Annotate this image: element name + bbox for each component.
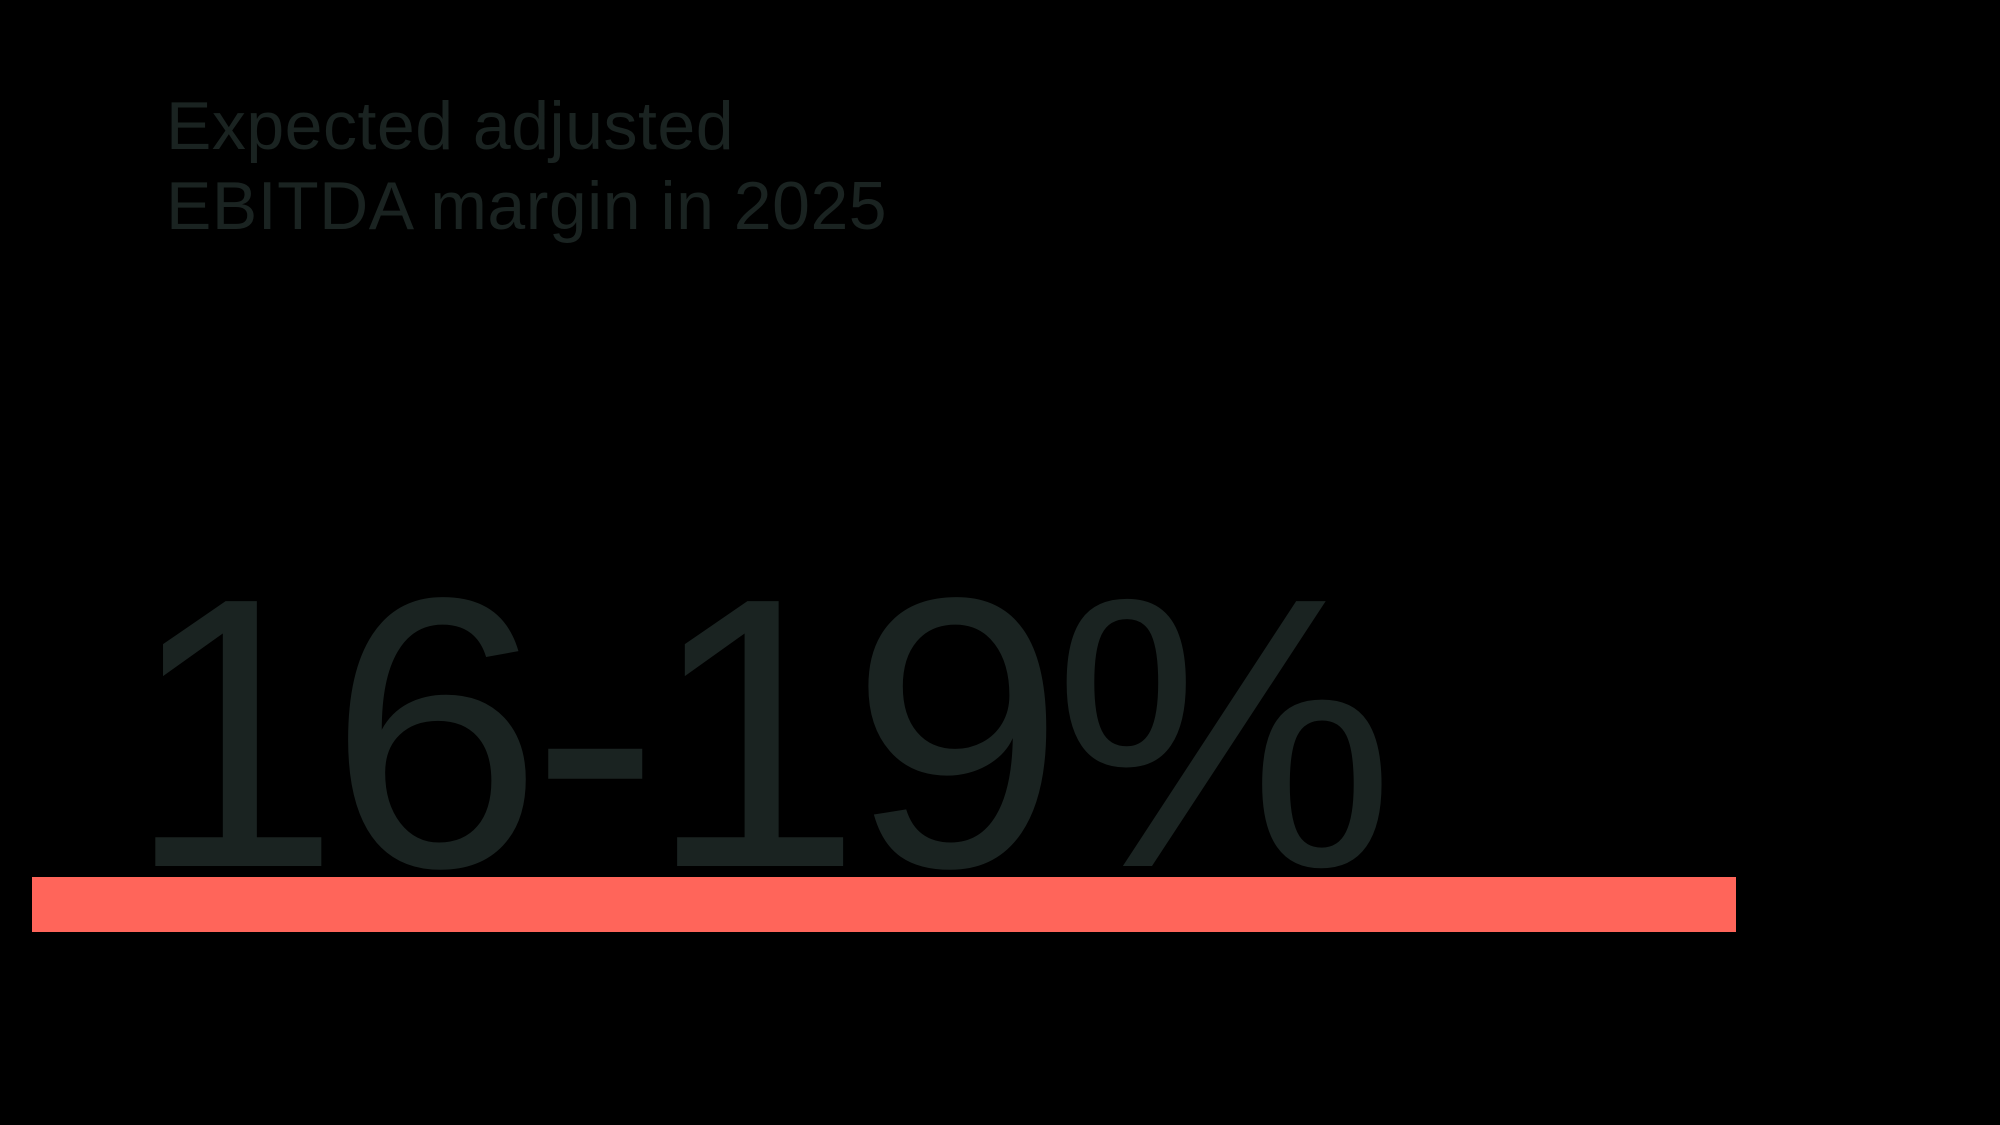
stat-value: 16-19% [126,517,1395,948]
accent-underline-bar [32,877,1736,932]
stat-label-line-1: Expected adjusted [166,88,735,164]
stat-label-line-2: EBITDA margin in 2025 [166,168,888,244]
stat-label: Expected adjusted EBITDA margin in 2025 [166,86,887,246]
